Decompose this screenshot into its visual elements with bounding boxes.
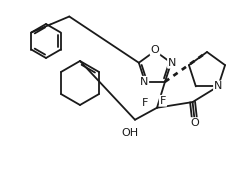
Text: OH: OH [122, 128, 139, 138]
Text: N: N [168, 58, 176, 68]
Text: O: O [190, 118, 199, 128]
Text: F: F [160, 96, 166, 106]
Text: O: O [151, 45, 159, 55]
Text: N: N [214, 81, 222, 91]
Text: N: N [140, 77, 148, 87]
Text: F: F [142, 98, 148, 108]
